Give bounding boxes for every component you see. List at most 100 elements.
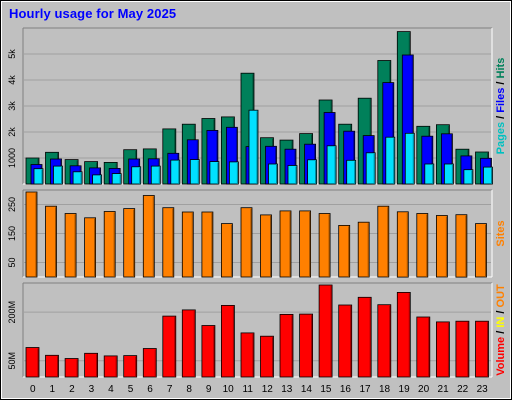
top-bar-pages [365, 152, 376, 185]
top-bar-pages [33, 168, 44, 185]
bottom-bar-volume [142, 348, 157, 378]
middle-bar-sites [220, 223, 233, 278]
x-tick-label: 7 [167, 384, 173, 395]
middle-bar-sites [455, 214, 468, 278]
top-bar-pages [189, 159, 200, 185]
x-tick-label: 19 [399, 384, 411, 395]
bottom-legend-part: IN [495, 317, 507, 328]
top-bar-pages [150, 165, 161, 185]
middle-bar-sites [103, 211, 116, 278]
top-legend-part: Hits [495, 58, 507, 79]
top-ytick-label: 3k [7, 101, 17, 111]
top-bar-pages [287, 165, 298, 185]
top-bar-pages [307, 159, 318, 185]
middle-bar-sites [357, 221, 370, 278]
bottom-legend-part: / [495, 328, 507, 337]
x-tick-label: 23 [477, 384, 489, 395]
middle-bar-sites [435, 215, 448, 278]
x-tick-label: 1 [50, 384, 56, 395]
x-tick-label: 4 [108, 384, 114, 395]
x-tick-label: 6 [147, 384, 153, 395]
x-tick-label: 16 [340, 384, 352, 395]
middle-bar-sites [181, 211, 194, 278]
middle-panel: 50 150 250 Sites [7, 189, 507, 278]
bottom-bar-volume [162, 315, 177, 378]
bottom-bar-volume [475, 320, 489, 378]
bottom-bar-volume [181, 309, 196, 378]
x-tick-label: 14 [301, 384, 313, 395]
middle-bar-sites [123, 208, 136, 278]
bottom-panel: 50M 200M Volume / IN / OUT [7, 282, 507, 378]
x-tick-label: 8 [186, 384, 192, 395]
top-legend-part: Pages [495, 122, 507, 154]
top-bar-pages [483, 166, 493, 185]
middle-bar-sites [299, 210, 312, 278]
top-bar-pages [424, 163, 435, 185]
bottom-legend-part: / [495, 307, 507, 316]
bottom-bar-volume [416, 316, 431, 378]
top-bar-pages [228, 161, 239, 185]
top-legend-part: / [495, 78, 507, 87]
bottom-bar-volume [435, 321, 450, 378]
middle-bar-sites [377, 205, 390, 278]
x-tick-label: 20 [418, 384, 430, 395]
top-panel: 1000 2k 3k 4k 5k Pages / Files / Hits [7, 27, 507, 185]
top-bar-pages [111, 173, 122, 185]
top-bar-pages [385, 136, 396, 185]
bottom-bar-volume [64, 358, 79, 378]
x-tick-label: 11 [243, 384, 254, 395]
bottom-ytick-label: 50M [7, 352, 17, 370]
bottom-bar-volume [84, 352, 98, 378]
x-tick-label: 9 [206, 384, 212, 395]
bottom-bar-volume [25, 347, 40, 378]
bottom-bar-volume [45, 354, 59, 378]
bottom-bar-volume [318, 284, 333, 378]
top-legend-part: / [495, 113, 507, 122]
bottom-bar-volume [357, 296, 372, 378]
middle-bar-sites [240, 207, 253, 278]
bottom-legend-part: Volume [495, 337, 507, 376]
middle-bar-sites [64, 213, 77, 278]
bottom-bar-volume [338, 304, 353, 378]
middle-bar-sites [279, 210, 292, 278]
top-ytick-label: 5k [7, 49, 17, 59]
middle-bar-sites [338, 224, 351, 278]
top-bar-pages [72, 171, 83, 185]
x-tick-label: 18 [379, 384, 391, 395]
top-ytick-label: 1000 [7, 148, 17, 168]
bottom-bar-volume [260, 335, 274, 378]
middle-ytick-label: 250 [7, 197, 17, 212]
x-tick-label: 22 [457, 384, 469, 395]
bottom-legend-label: Volume / IN / OUT [495, 284, 507, 376]
middle-legend-label: Sites [495, 220, 507, 246]
bottom-bar-volume [377, 304, 392, 378]
middle-bar-sites [416, 213, 429, 278]
top-bar-pages [326, 145, 337, 185]
top-bar-pages [131, 166, 142, 185]
middle-bar-sites [45, 205, 57, 278]
x-tick-label: 10 [223, 384, 235, 395]
top-bar-pages [209, 161, 220, 185]
bottom-bar-volume [240, 332, 255, 378]
middle-bar-sites [142, 195, 155, 278]
middle-bar-sites [396, 211, 409, 278]
bottom-bar-volume [299, 313, 314, 378]
x-tick-label: 15 [320, 384, 332, 395]
top-ytick-label: 4k [7, 75, 17, 85]
middle-bar-sites [260, 214, 272, 278]
bottom-bar-volume [123, 355, 138, 378]
x-tick-label: 3 [89, 384, 95, 395]
middle-bar-sites [25, 191, 38, 278]
middle-bar-sites [318, 213, 331, 278]
bottom-plot-area [23, 283, 492, 377]
top-ytick-label: 2k [7, 127, 17, 137]
x-tick-label: 13 [281, 384, 293, 395]
chart-title: Hourly usage for May 2025 [9, 6, 177, 21]
bottom-bar-volume [201, 325, 216, 378]
top-bar-pages [443, 163, 454, 185]
middle-bar-sites [201, 211, 214, 278]
top-bar-pages [346, 159, 357, 185]
top-bar-pages [53, 165, 63, 185]
